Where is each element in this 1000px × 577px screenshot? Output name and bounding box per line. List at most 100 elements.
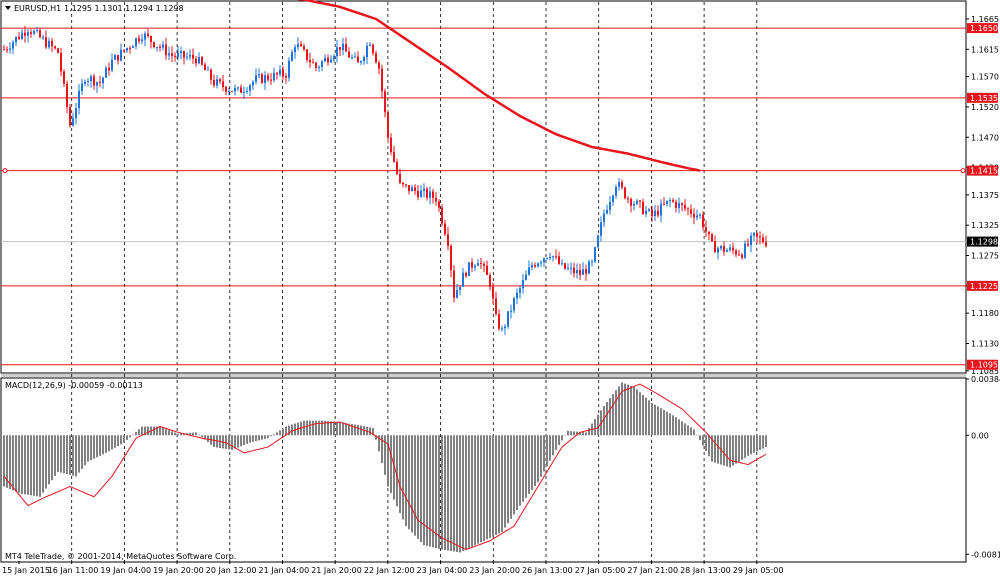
candle-body xyxy=(342,43,344,50)
macd-bar xyxy=(66,435,68,475)
candle-body xyxy=(258,74,260,76)
candle-body xyxy=(117,55,119,61)
candle-body xyxy=(237,87,239,89)
macd-bar xyxy=(144,426,146,436)
candle-body xyxy=(618,182,620,187)
macd-bar xyxy=(492,435,494,537)
macd-bar xyxy=(735,435,737,464)
copyright-text: MT4 TeleTrade, © 2001-2014, MetaQuotes S… xyxy=(5,552,236,561)
candle-body xyxy=(594,247,596,262)
candle-body xyxy=(438,201,440,208)
candle-body xyxy=(660,203,662,216)
candle-body xyxy=(663,203,665,205)
macd-bar xyxy=(285,426,287,436)
macd-bar xyxy=(636,389,638,436)
candle-body xyxy=(654,210,656,217)
candle-body xyxy=(441,207,443,224)
candle-body xyxy=(408,185,410,192)
candle-body xyxy=(456,290,458,298)
candle-body xyxy=(384,91,386,113)
macd-bar xyxy=(348,423,350,436)
candle-body xyxy=(213,79,215,86)
macd-bar xyxy=(45,435,47,489)
level-price-tag xyxy=(967,92,998,103)
candle-body xyxy=(750,235,752,246)
macd-bar xyxy=(51,435,53,481)
macd-bar xyxy=(723,435,725,466)
candle-body xyxy=(672,200,674,202)
candle-body xyxy=(687,208,689,210)
macd-bar xyxy=(342,422,344,436)
macd-bar xyxy=(576,431,578,436)
horizontal-levels[interactable] xyxy=(1,27,966,366)
macd-title: MACD(12,26,9) -0.00059 -0.00113 xyxy=(5,381,143,390)
y-tick-label: 1.1325 xyxy=(971,221,999,230)
candle-body xyxy=(210,69,212,80)
candle-body xyxy=(732,247,734,251)
macd-bar xyxy=(267,435,269,439)
candle-body xyxy=(546,258,548,260)
macd-bar xyxy=(384,435,386,475)
candle-body xyxy=(657,210,659,216)
candle-body xyxy=(132,46,134,49)
macd-bar xyxy=(417,435,419,539)
candle-body xyxy=(447,234,449,246)
macd-bar xyxy=(204,435,206,440)
macd-bar xyxy=(195,432,197,436)
candle-body xyxy=(171,53,173,56)
symbol-menu-icon[interactable] xyxy=(5,6,11,10)
macd-bar xyxy=(753,435,755,453)
macd-bar xyxy=(432,435,434,548)
candle-body xyxy=(576,269,578,274)
candle-body xyxy=(405,184,407,186)
macd-bar xyxy=(765,435,767,447)
macd-bar xyxy=(120,435,122,445)
candle-body xyxy=(225,86,227,92)
current-price-tag-label: 1.1298 xyxy=(970,238,998,247)
macd-bar xyxy=(159,426,161,436)
macd-bar xyxy=(33,435,35,496)
candle-body xyxy=(198,57,200,64)
candle-body xyxy=(600,222,602,236)
macd-bar xyxy=(759,435,761,450)
macd-bar xyxy=(15,435,17,492)
macd-bar xyxy=(30,435,32,496)
candle-body xyxy=(429,191,431,198)
macd-bar xyxy=(165,428,167,436)
candle-body xyxy=(486,265,488,275)
macd-bar xyxy=(465,435,467,550)
candle-body xyxy=(360,61,362,63)
macd-bar xyxy=(369,427,371,436)
candle-body xyxy=(411,187,413,192)
candle-body xyxy=(504,326,506,329)
macd-bar xyxy=(339,422,341,436)
macd-bar xyxy=(330,421,332,436)
macd-bar xyxy=(444,435,446,551)
macd-bar xyxy=(126,435,128,440)
macd-bar xyxy=(54,435,56,477)
macd-bar xyxy=(99,435,101,456)
macd-bar xyxy=(579,431,581,436)
candle-body xyxy=(138,38,140,42)
candle-body xyxy=(474,265,476,268)
candle-body xyxy=(201,57,203,65)
macd-bar xyxy=(480,435,482,543)
macd-bar xyxy=(333,421,335,436)
macd-bar xyxy=(294,423,296,436)
candle-body xyxy=(669,200,671,202)
candle-body xyxy=(525,274,527,281)
candle-body xyxy=(30,32,32,34)
macd-bar xyxy=(246,435,248,444)
macd-bar xyxy=(606,402,608,436)
candle-body xyxy=(387,112,389,138)
candle-body xyxy=(24,32,26,36)
pane-splitter[interactable] xyxy=(1,374,966,377)
candle-body xyxy=(105,67,107,78)
macd-bar xyxy=(90,435,92,461)
macd-bar xyxy=(153,426,155,436)
candle-body xyxy=(222,81,224,87)
candle-body xyxy=(714,241,716,253)
macd-bar xyxy=(462,435,464,552)
x-tick-label: 21 Jan 20:00 xyxy=(311,566,362,575)
candle-body xyxy=(36,30,38,32)
